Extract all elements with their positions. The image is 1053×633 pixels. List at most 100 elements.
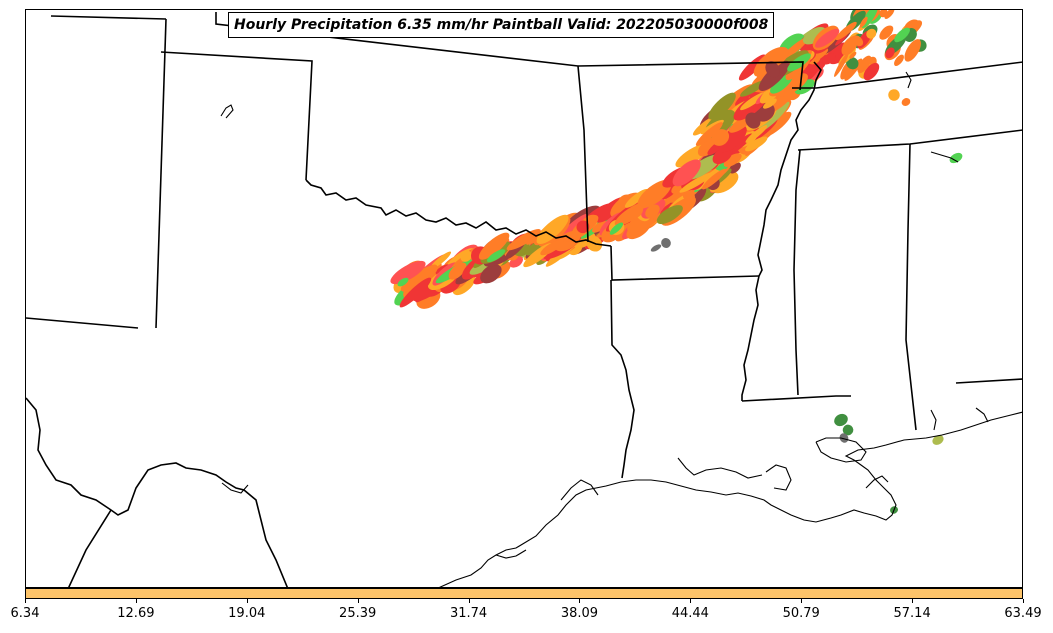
map-canvas	[26, 10, 1022, 587]
boundary-tennessee-north	[792, 61, 1022, 89]
precip-blob	[745, 136, 768, 152]
precip-blob	[740, 92, 766, 111]
precip-blob	[478, 232, 510, 260]
boundary-utah-colorado	[155, 18, 167, 329]
precip-blob	[695, 122, 723, 147]
boundary-kansas-oklahoma	[577, 61, 804, 91]
precip-blob	[460, 250, 472, 262]
precip-blob	[863, 62, 880, 81]
precip-blob	[846, 57, 859, 70]
colorbar-tick-label: 50.79	[782, 606, 820, 621]
boundary-oklahoma-north	[305, 179, 612, 247]
colorbar-tick-label: 25.39	[339, 606, 377, 621]
precip-blob	[794, 79, 815, 95]
precip-blob	[397, 277, 409, 287]
precip-blob	[879, 25, 894, 40]
colorbar-tick-label: 57.14	[893, 606, 931, 621]
precip-blob	[839, 433, 849, 443]
precip-blob	[723, 153, 742, 167]
boundary-texas-sw	[68, 509, 112, 587]
colorbar-tick-label: 44.44	[671, 606, 709, 621]
precip-blob	[592, 220, 607, 233]
boundary-texas-mexico	[26, 397, 289, 587]
precip-blob	[857, 55, 872, 74]
boundary-oklahoma-arkansas	[577, 65, 589, 243]
precip-blob	[834, 413, 848, 427]
precip-blob	[645, 204, 660, 219]
precip-blob	[765, 61, 780, 78]
precip-blob	[672, 159, 701, 187]
colorbar-tick	[579, 599, 580, 603]
colorbar-tick-label: 6.34	[10, 606, 40, 621]
colorbar-tick	[1023, 599, 1024, 603]
precip-blob	[708, 92, 736, 120]
precip-blob	[841, 36, 858, 56]
boundary-alabama-georgia	[905, 143, 917, 431]
boundary-alabama-mississippi	[793, 149, 801, 396]
precip-blob	[745, 125, 768, 143]
boundary-colorado-newmexico	[26, 317, 139, 329]
boundary-arkansas-louisiana	[610, 245, 760, 281]
precip-blob	[894, 54, 904, 66]
map-panel	[25, 9, 1023, 588]
precip-blob	[773, 73, 809, 97]
precip-blob	[859, 16, 868, 28]
boundary-colorado-east	[160, 51, 313, 181]
precip-blob	[650, 244, 662, 252]
precip-blob	[399, 277, 432, 308]
precip-blob	[842, 424, 854, 436]
boundary-nevada-utah	[50, 15, 167, 20]
precip-blob	[802, 27, 826, 45]
colorbar-tick-label: 12.69	[117, 606, 155, 621]
precip-blob	[949, 152, 963, 164]
precip-blob	[884, 10, 895, 19]
precip-blob	[904, 39, 921, 62]
precip-blob	[757, 101, 790, 133]
precip-blob	[400, 265, 438, 292]
precip-blob	[540, 239, 564, 256]
boundary-texas-louisiana	[610, 279, 635, 479]
boundary-colorado-top	[215, 12, 579, 67]
precip-blob	[628, 204, 644, 219]
precip-blob	[901, 98, 911, 106]
precip-blob	[609, 222, 624, 235]
colorbar	[25, 588, 1023, 599]
precip-blob	[866, 28, 877, 39]
precip-blob	[745, 112, 761, 129]
precip-blob	[762, 98, 777, 109]
map-title: Hourly Precipitation 6.35 mm/hr Paintbal…	[228, 12, 775, 38]
precip-blob	[718, 124, 747, 153]
precip-blob	[637, 179, 672, 209]
boundary-florida-panhandle	[955, 378, 1022, 384]
precip-blob	[888, 89, 900, 101]
precip-blob	[822, 53, 836, 65]
precip-blob	[480, 264, 502, 284]
state-boundaries	[26, 12, 1022, 587]
precip-blob	[894, 27, 910, 43]
precip-blob	[576, 220, 590, 234]
precip-blob	[815, 28, 840, 48]
colorbar-tick-label: 19.04	[228, 606, 266, 621]
colorbar-tick	[690, 599, 691, 603]
precip-blob	[834, 52, 849, 77]
precip-blob	[536, 214, 569, 245]
precip-blob	[624, 188, 649, 208]
precipitation-paintball-layer	[390, 10, 963, 514]
boundary-mississippi-river	[741, 61, 822, 401]
precip-blob	[932, 435, 944, 445]
precip-blob	[729, 133, 753, 155]
colorbar-tick	[358, 599, 359, 603]
precip-blob	[448, 262, 467, 280]
precip-blob	[849, 51, 857, 59]
precip-blob	[390, 260, 426, 285]
colorbar-tick	[25, 599, 26, 603]
colorbar-tick	[801, 599, 802, 603]
colorbar-tick-label: 38.09	[560, 606, 599, 621]
precip-blob	[679, 172, 714, 193]
precip-blob	[486, 249, 506, 263]
precip-blob	[885, 47, 895, 59]
colorbar-tick	[136, 599, 137, 603]
precip-blob	[656, 205, 683, 225]
boundary-mississippi-east	[741, 395, 851, 402]
colorbar-tick-label: 63.49	[1004, 606, 1042, 621]
